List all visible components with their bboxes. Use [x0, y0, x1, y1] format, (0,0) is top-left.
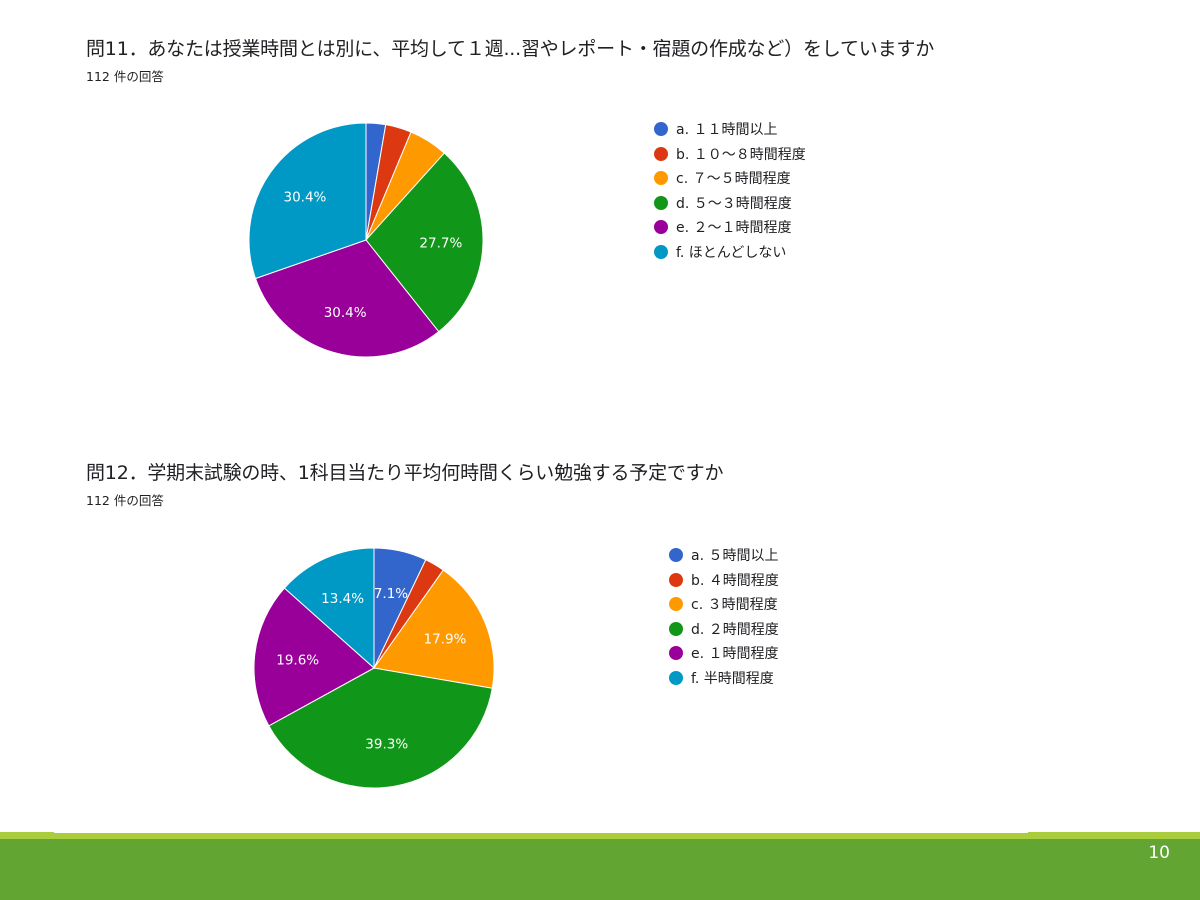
pie-slice [373, 569, 495, 689]
pie-chart: 27.7% 30.4% 30.4% [248, 122, 484, 358]
legend-swatch [654, 195, 668, 210]
footer-band [0, 832, 1200, 900]
legend-label: a. １１時間以上 [676, 122, 778, 139]
legend-item: c. ７～５時間程度 [654, 166, 806, 191]
footer-accent-stripe [0, 832, 1200, 839]
legend-swatch [669, 572, 683, 587]
legend-label: d. ５～３時間程度 [676, 195, 792, 212]
legend-item: f. ほとんどしない [654, 240, 806, 265]
legend-item: d. ５～３時間程度 [654, 191, 806, 216]
legend-item: c. ３時間程度 [669, 592, 779, 617]
chart-title: 問11．あなたは授業時間とは別に、平均して１週...習やレポート・宿題の作成など… [86, 38, 934, 60]
slice-percent-label: 13.4% [321, 591, 364, 607]
legend-label: e. ２～１時間程度 [676, 220, 792, 237]
legend-label: c. ３時間程度 [691, 597, 778, 614]
legend-item: b. ４時間程度 [669, 568, 779, 593]
legend-item: e. １時間程度 [669, 641, 779, 666]
slice-percent-label: 27.7% [419, 235, 462, 251]
pie-slice [365, 152, 484, 333]
legend-item: f. 半時間程度 [669, 666, 779, 691]
legend-item: e. ２～１時間程度 [654, 215, 806, 240]
legend-item: a. ５時間以上 [669, 543, 779, 568]
response-count: 112 件の回答 [86, 69, 164, 84]
legend-label: e. １時間程度 [691, 646, 779, 663]
legend-swatch [669, 548, 683, 563]
legend-swatch [669, 670, 683, 685]
legend-label: b. １０～８時間程度 [676, 146, 806, 163]
slice-percent-label: 39.3% [365, 737, 408, 753]
page-number: 10 [1148, 843, 1170, 863]
pie-slice [254, 239, 440, 358]
legend-swatch [669, 646, 683, 661]
legend-swatch [654, 220, 668, 235]
legend-swatch [654, 122, 668, 137]
legend-label: f. ほとんどしない [676, 244, 787, 261]
legend-swatch [669, 621, 683, 636]
slice-percent-label: 30.4% [284, 190, 327, 206]
response-count: 112 件の回答 [86, 493, 164, 508]
pie-slice [283, 547, 375, 670]
pie-slice [248, 122, 367, 280]
chart-title: 問12．学期末試験の時、1科目当たり平均何時間くらい勉強する予定ですか [86, 462, 724, 484]
legend-label: b. ４時間程度 [691, 572, 779, 589]
slice-percent-label: 30.4% [324, 305, 367, 321]
legend-label: c. ７～５時間程度 [676, 171, 791, 188]
legend-item: d. ２時間程度 [669, 617, 779, 642]
slice-percent-label: 17.9% [424, 632, 467, 648]
legend-swatch [654, 244, 668, 259]
pie-slice [268, 667, 493, 789]
legend-swatch [654, 171, 668, 186]
pie-slice [253, 587, 375, 727]
slice-percent-label: 19.6% [276, 652, 319, 668]
legend-swatch [654, 146, 668, 161]
pie-chart: 7.1% 17.9% 39.3% 19.6% 13.4% [253, 547, 495, 789]
legend-label: a. ５時間以上 [691, 548, 779, 565]
legend-label: d. ２時間程度 [691, 621, 779, 638]
footer-divider [54, 828, 1028, 833]
legend-swatch [669, 597, 683, 612]
legend-item: b. １０～８時間程度 [654, 142, 806, 167]
legend-item: a. １１時間以上 [654, 117, 806, 142]
slice-percent-label: 7.1% [374, 586, 408, 602]
legend-label: f. 半時間程度 [691, 670, 774, 687]
chart-legend: a. １１時間以上 b. １０～８時間程度 c. ７～５時間程度 d. ５～３時間程度… [654, 117, 806, 264]
chart-legend: a. ５時間以上 b. ４時間程度 c. ３時間程度 d. ２時間程度 e. １時間程度… [669, 543, 779, 690]
